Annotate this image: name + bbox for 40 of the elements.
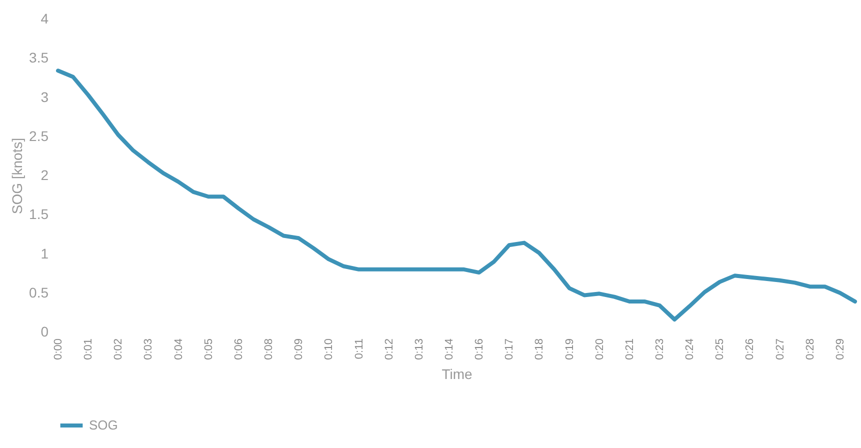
x-tick-label: 0:23 [654, 338, 666, 360]
x-tick-label: 0:13 [413, 338, 426, 360]
x-tick-label: 0:09 [293, 338, 306, 360]
x-tick-label: 0:18 [534, 338, 546, 360]
line-series [56, 68, 857, 322]
x-tick-label: 0:25 [714, 338, 726, 360]
y-tick-label: 0 [40, 324, 49, 340]
y-tick-label: 1.5 [29, 206, 49, 222]
y-tick-label: 0.5 [29, 284, 49, 300]
y-tick-label: 2 [40, 167, 49, 183]
x-tick-label: 0:17 [504, 338, 516, 360]
x-tick-label: 0:26 [744, 338, 756, 360]
x-tick-label: 0:06 [232, 338, 245, 360]
x-tick-label: 0:05 [202, 338, 215, 360]
x-tick-label: 0:14 [443, 338, 456, 360]
legend-label: SOG [89, 418, 118, 432]
x-tick-label: 0:10 [323, 338, 336, 360]
x-tick-label: 0:19 [564, 338, 576, 360]
y-axis-title: SOG [knots] [9, 138, 26, 214]
x-tick-label: 0:16 [474, 338, 486, 360]
x-axis-title: Time [442, 366, 473, 382]
y-tick-label: 4 [40, 10, 49, 26]
y-tick-label: 2.5 [29, 128, 49, 144]
x-tick-label: 0:27 [774, 338, 786, 360]
x-tick-label: 0:04 [172, 338, 185, 360]
x-tick-label: 0:24 [684, 338, 696, 360]
x-tick-label: 0:21 [624, 338, 636, 360]
x-tick-label: 0:01 [82, 338, 95, 360]
x-tick-label: 0:12 [383, 338, 396, 360]
y-tick-label: 3 [40, 88, 49, 105]
x-tick-label: 0:29 [834, 338, 846, 360]
x-tick-label: 0:11 [353, 338, 366, 360]
x-tick-label: 0:02 [112, 338, 125, 360]
x-tick-label: 0:08 [263, 338, 276, 360]
y-tick-label: 3.5 [29, 50, 49, 66]
y-tick-label: 1 [40, 245, 49, 262]
x-tick-label: 0:20 [594, 338, 606, 360]
x-tick-label: 0:00 [52, 338, 64, 360]
x-tick-label: 0:28 [804, 338, 816, 360]
x-tick-label: 0:03 [142, 338, 155, 360]
